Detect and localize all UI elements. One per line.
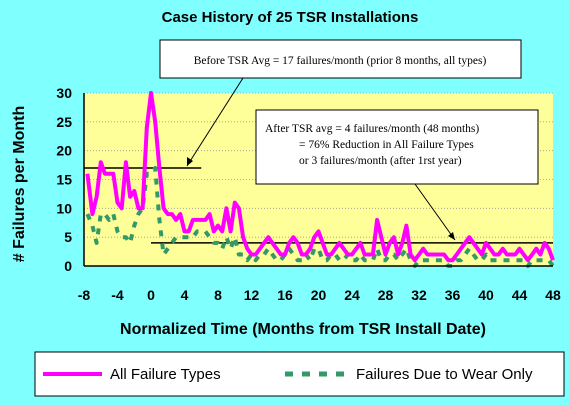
x-tick-11: 36: [445, 287, 461, 303]
x-tick-13: 44: [512, 287, 528, 303]
annotation-after-arrowhead: [448, 232, 455, 240]
annotation-after-line-1: After TSR avg = 4 failures/month (48 mon…: [265, 123, 479, 135]
y-tick-0: 0: [64, 258, 72, 274]
x-axis-title: Normalized Time (Months from TSR Install…: [120, 321, 486, 338]
x-tick-6: 16: [277, 287, 293, 303]
legend: [34, 351, 565, 397]
annotation-after-line-2: = 76% Reduction in All Failure Types: [299, 139, 474, 151]
y-tick-5: 25: [56, 114, 72, 130]
legend-label-wear-only: Failures Due to Wear Only: [356, 366, 533, 383]
x-tick-10: 32: [411, 287, 427, 303]
y-tick-3: 15: [56, 172, 72, 188]
y-tick-4: 20: [56, 143, 72, 159]
series-line-all-failures: [85, 91, 555, 263]
x-tick-3: 4: [181, 287, 189, 303]
annotation-before-pointer: [186, 77, 244, 167]
x-tick-5: 12: [244, 287, 260, 303]
x-tick-2: 0: [147, 287, 155, 303]
x-tick-0: -8: [78, 287, 91, 303]
x-tick-1: -4: [111, 287, 124, 303]
annotation-after-pointer: [414, 183, 456, 241]
chart-title: Case History of 25 TSR Installations: [162, 9, 419, 26]
series-layer: [85, 91, 555, 268]
x-tick-7: 20: [311, 287, 327, 303]
y-tick-labels: 0 5 10 15 20 25 30: [56, 85, 72, 274]
annotation-box-before: [159, 39, 522, 79]
annotation-box-after: [255, 109, 539, 185]
y-tick-2: 10: [56, 200, 72, 216]
x-tick-4: 8: [214, 287, 222, 303]
annotation-before-text: Before TSR Avg = 17 failures/month (prio…: [194, 55, 487, 67]
series-line-wear-only: [85, 166, 555, 268]
annotation-before-arrowhead: [187, 157, 193, 166]
x-tick-labels: -8 -4 0 4 8 12 16 20 24 28 32 36 40 44 48: [78, 287, 561, 303]
x-tick-8: 24: [344, 287, 360, 303]
x-tick-9: 28: [378, 287, 394, 303]
y-axis-title: # Failures per Month: [11, 106, 28, 262]
annotation-after-line-3: or 3 failures/month (after 1rst year): [299, 155, 462, 167]
x-tick-12: 40: [478, 287, 494, 303]
x-tick-14: 48: [545, 287, 561, 303]
legend-label-all-failures: All Failure Types: [110, 366, 221, 383]
y-tick-6: 30: [56, 85, 72, 101]
y-tick-1: 5: [64, 229, 72, 245]
